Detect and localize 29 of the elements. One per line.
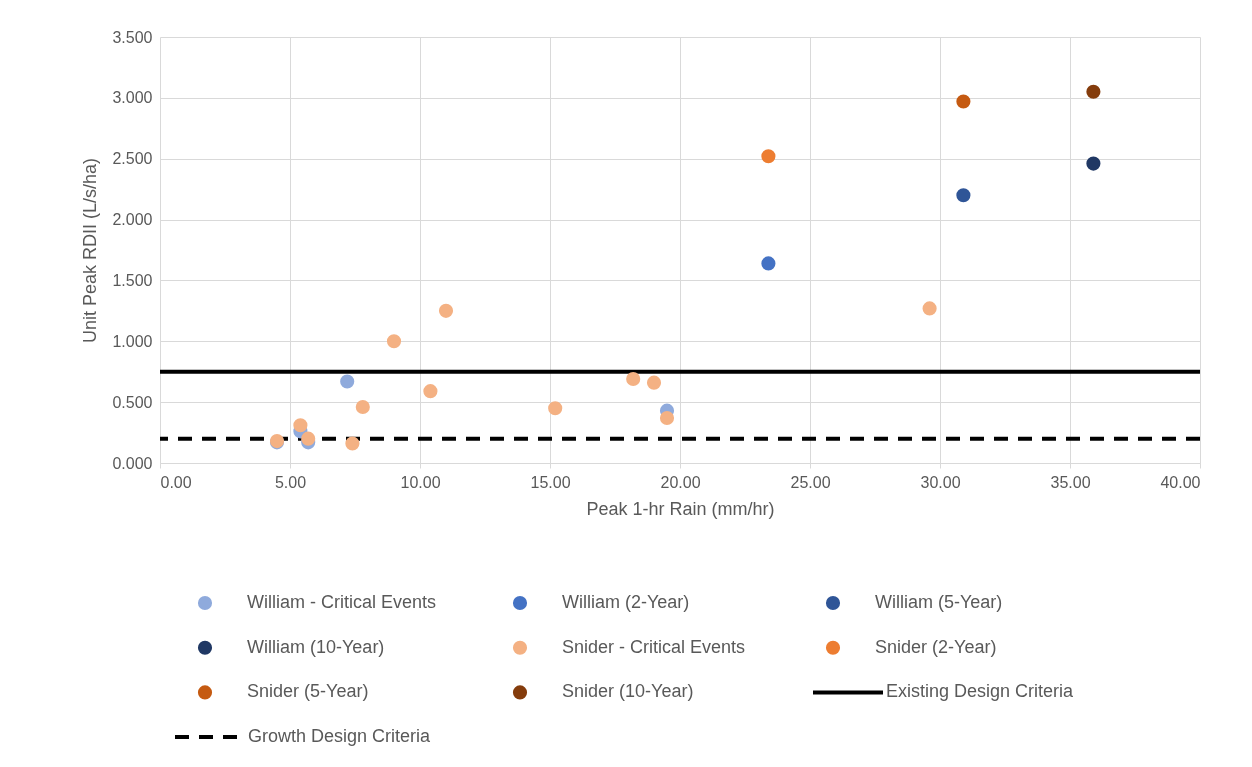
legend-label: Existing Design Criteria: [886, 681, 1075, 702]
y-tick-label: 3.500: [112, 28, 153, 46]
x-tick-label: 15.00: [530, 473, 571, 491]
legend-label: Snider (10-Year): [562, 681, 694, 702]
x-tick-label: 35.00: [1050, 473, 1091, 491]
legend-label: Growth Design Criteria: [248, 726, 432, 747]
y-tick-label: 0.500: [112, 393, 153, 411]
y-axis-title: Unit Peak RDII (L/s/ha): [80, 157, 101, 344]
x-tick-label: 30.00: [920, 473, 961, 491]
x-tick-label: 0.00: [160, 473, 192, 491]
legend-label: Snider - Critical Events: [562, 636, 746, 657]
x-tick-label: 25.00: [790, 473, 831, 491]
y-tick-label: 3.000: [112, 89, 153, 107]
legend-label: Snider (2-Year): [875, 636, 997, 657]
y-tick-label: 1.500: [112, 271, 153, 289]
legend-label: William - Critical Events: [247, 592, 437, 612]
y-tick-label: 2.000: [112, 211, 153, 229]
y-tick-label: 1.000: [112, 332, 153, 350]
y-tick-label: 2.500: [112, 150, 153, 168]
x-axis-title: Peak 1-hr Rain (mm/hr): [586, 498, 775, 519]
legend-label: William (5-Year): [875, 592, 1003, 612]
legend-label: William (10-Year): [247, 636, 385, 657]
x-tick-label: 40.00: [1160, 473, 1201, 491]
y-tick-label: 0.000: [112, 454, 153, 472]
legend-label: Snider (5-Year): [247, 681, 369, 702]
legend-label: William (2-Year): [562, 592, 690, 612]
x-tick-label: 10.00: [400, 473, 441, 491]
x-tick-label: 20.00: [660, 473, 701, 491]
x-tick-label: 5.00: [274, 473, 307, 491]
